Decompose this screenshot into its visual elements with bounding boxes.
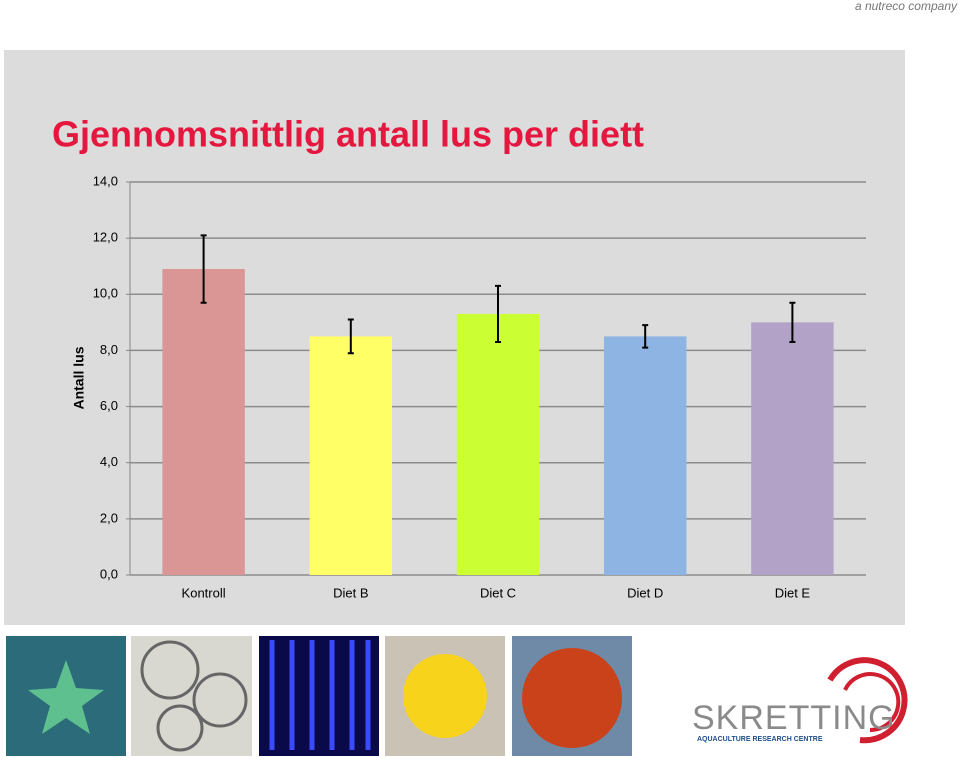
bar: [162, 269, 245, 575]
photo: [259, 636, 379, 756]
y-tick-label: 2,0: [100, 510, 118, 525]
photo: [131, 636, 252, 756]
x-tick-label: Diet E: [775, 585, 811, 600]
error-bar: [789, 301, 796, 344]
x-tick-label: Diet C: [480, 585, 516, 600]
error-bar: [642, 324, 649, 349]
photo-shape: [28, 660, 104, 734]
logo-name: SKRETTING: [692, 699, 896, 737]
photo-shape: [522, 648, 622, 748]
photo-strip: [6, 636, 632, 756]
y-tick-label: 6,0: [100, 398, 118, 413]
plot: 0,0 2,0 4,0 6,0 8,0 10,0 12,0 14,0 Kontroll Diet …: [93, 173, 866, 600]
y-tick-label: 10,0: [93, 286, 118, 301]
photo-shape: [156, 704, 204, 752]
x-tick-label: Diet D: [627, 585, 663, 600]
photo-shape: [269, 640, 371, 750]
y-tick-label: 14,0: [93, 173, 118, 188]
bar: [751, 322, 834, 575]
y-tick-label: 4,0: [100, 454, 118, 469]
error-bar: [200, 234, 207, 304]
y-tick-label: 8,0: [100, 342, 118, 357]
tagline: a nutreco company: [855, 0, 958, 13]
bar: [456, 313, 540, 575]
x-tick-label: Diet B: [333, 585, 368, 600]
y-axis-label: Antall lus: [71, 346, 87, 409]
bar: [603, 336, 687, 575]
photo-shape: [140, 640, 200, 700]
error-bar: [347, 318, 354, 355]
y-tick-label: 0,0: [100, 566, 118, 581]
logo-swirl: [827, 657, 908, 744]
photo-shape: [403, 654, 487, 738]
chart-title: Gjennomsnittlig antall lus per diett: [52, 114, 644, 155]
x-tick-label: Kontroll: [182, 585, 226, 600]
bar: [309, 336, 393, 575]
logo: SKRETTING AQUACULTURE RESEARCH CENTRE: [692, 657, 908, 744]
y-tick-label: 12,0: [93, 230, 118, 245]
logo-swirl: [843, 672, 901, 733]
logo-subtitle: AQUACULTURE RESEARCH CENTRE: [697, 736, 823, 743]
photo-shape: [192, 672, 248, 728]
error-bar: [495, 284, 501, 344]
